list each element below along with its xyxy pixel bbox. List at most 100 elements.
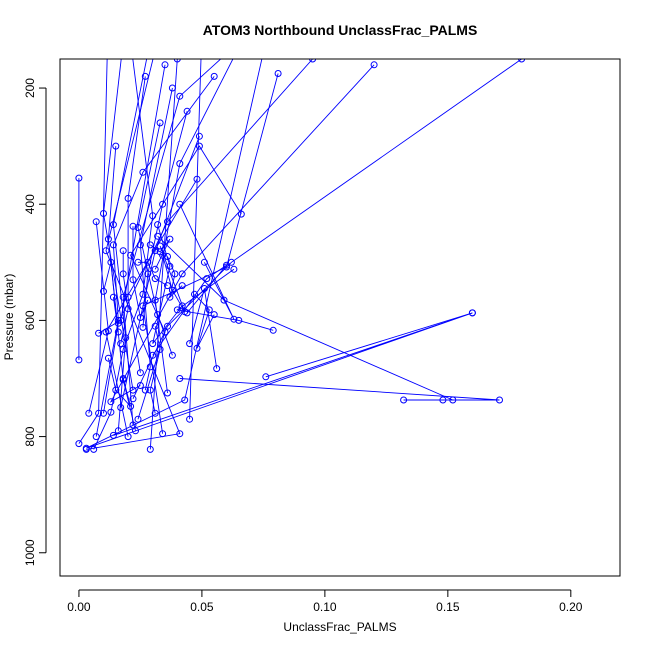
data-point — [112, 142, 120, 150]
data-point — [230, 265, 238, 273]
data-point — [95, 329, 103, 337]
data-point — [128, 39, 134, 45]
data-point — [176, 160, 184, 168]
series-line — [127, 76, 146, 373]
data-point — [75, 440, 83, 448]
data-point — [85, 409, 93, 417]
chart-title: ATOM3 Northbound UnclassFrac_PALMS — [203, 22, 478, 38]
data-point — [230, 315, 238, 323]
data-point — [213, 365, 221, 373]
data-point — [210, 311, 218, 319]
series-line — [159, 245, 186, 312]
data-point — [171, 270, 179, 278]
data-point — [120, 39, 126, 45]
data-point — [109, 221, 117, 229]
x-tick-label: 0.00 — [67, 600, 91, 614]
data-point — [269, 326, 277, 334]
data-point — [92, 218, 100, 226]
data-point — [203, 275, 211, 283]
data-point — [236, 44, 242, 50]
data-point — [154, 311, 162, 319]
series-line — [78, 59, 108, 444]
data-point — [100, 287, 107, 295]
series-line — [167, 256, 183, 299]
series-layer — [75, 4, 526, 453]
data-point — [104, 235, 112, 243]
series-line — [189, 59, 202, 420]
data-point — [176, 430, 184, 438]
data-point — [154, 221, 162, 229]
data-point — [151, 409, 159, 417]
data-point — [176, 92, 184, 100]
data-point — [186, 415, 194, 423]
data-point — [132, 427, 139, 435]
data-point — [109, 431, 117, 439]
data-point — [309, 59, 317, 63]
data-point — [82, 444, 90, 452]
data-point — [122, 334, 130, 342]
data-point — [157, 27, 163, 33]
data-point — [146, 445, 154, 453]
data-point — [134, 224, 142, 231]
data-point — [223, 261, 230, 269]
series-line — [93, 59, 154, 450]
series-line — [130, 145, 242, 420]
data-point — [107, 408, 115, 416]
data-point — [166, 293, 174, 301]
data-point — [210, 72, 218, 80]
data-point — [262, 373, 270, 381]
y-tick-label: 800 — [23, 426, 37, 446]
data-point — [75, 356, 83, 364]
data-point — [105, 4, 111, 10]
data-point — [119, 247, 127, 255]
series-line — [189, 288, 218, 369]
data-point — [146, 386, 154, 394]
data-point — [114, 328, 122, 336]
data-point — [164, 322, 171, 330]
data-point — [127, 251, 135, 259]
data-point — [119, 270, 127, 278]
data-point — [136, 314, 144, 321]
series-line — [265, 312, 473, 378]
data-point — [75, 174, 83, 182]
data-point — [468, 309, 476, 317]
data-point — [173, 59, 181, 63]
plot-frame — [59, 58, 621, 577]
data-point — [90, 445, 98, 453]
data-point — [164, 282, 171, 290]
data-point — [144, 296, 152, 304]
data-point — [134, 415, 142, 423]
series-line — [152, 264, 227, 356]
data-point — [149, 340, 157, 348]
series-line — [120, 136, 200, 408]
series-line — [86, 59, 473, 449]
data-point — [151, 275, 159, 283]
data-point — [164, 253, 171, 260]
data-point — [141, 72, 149, 80]
data-point — [237, 210, 245, 218]
data-point — [136, 382, 144, 389]
x-tick-label: 0.20 — [559, 600, 583, 614]
x-tick-label: 0.10 — [313, 600, 337, 614]
y-axis-label: Pressure (mbar) — [2, 274, 16, 361]
data-point — [134, 258, 142, 266]
series-line — [179, 378, 500, 401]
data-point — [109, 293, 117, 301]
data-point — [136, 369, 144, 377]
data-point — [124, 305, 132, 313]
data-point — [164, 389, 171, 397]
data-point — [100, 210, 107, 217]
data-point — [100, 409, 107, 417]
data-point — [186, 340, 194, 348]
data-point — [156, 248, 164, 256]
data-point — [151, 265, 159, 273]
data-point — [193, 175, 201, 183]
y-tick-label: 400 — [23, 194, 37, 214]
data-point — [117, 340, 125, 348]
data-point — [178, 302, 186, 310]
x-tick-label: 0.05 — [190, 600, 214, 614]
data-point — [124, 293, 132, 301]
data-point — [117, 316, 125, 324]
data-point — [168, 84, 176, 92]
data-point — [112, 386, 120, 394]
